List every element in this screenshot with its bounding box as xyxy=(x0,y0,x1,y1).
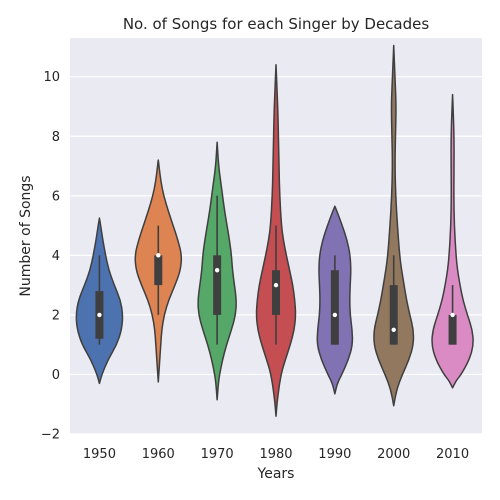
violin-1990 xyxy=(316,205,354,395)
x-tick-label: 1950 xyxy=(83,447,116,462)
x-axis-label: Years xyxy=(257,466,295,482)
x-tick-label: 1990 xyxy=(318,447,351,462)
x-tick-label: 1970 xyxy=(201,447,234,462)
y-tick-label: 8 xyxy=(52,130,60,145)
violin-iqr-box xyxy=(154,255,163,286)
y-axis-ticks: −2 0 2 4 6 8 10 xyxy=(41,70,60,442)
violin-1980 xyxy=(255,64,297,417)
violin-iqr-box xyxy=(272,270,280,315)
y-tick-label: 6 xyxy=(52,189,60,204)
violin-median-dot xyxy=(97,312,102,318)
violin-median-dot xyxy=(214,268,220,273)
y-tick-label: 0 xyxy=(52,368,60,383)
y-tick-label: 2 xyxy=(52,308,60,323)
x-tick-label: 2010 xyxy=(436,447,469,462)
violin-1950 xyxy=(75,217,124,385)
violin-iqr-box xyxy=(389,285,398,345)
violin-iqr-box xyxy=(213,255,222,315)
x-tick-label: 1980 xyxy=(259,447,292,462)
violin-2000 xyxy=(373,44,415,407)
y-tick-label: 10 xyxy=(43,70,60,85)
violins xyxy=(75,44,474,417)
violin-iqr-box xyxy=(448,314,457,345)
violin-body xyxy=(373,44,415,407)
violin-median-dot xyxy=(391,327,396,332)
violin-body xyxy=(431,93,474,389)
violin-median-dot xyxy=(450,312,455,318)
violin-median-dot xyxy=(273,282,279,288)
x-tick-label: 1960 xyxy=(142,447,175,462)
x-tick-label: 2000 xyxy=(377,447,410,462)
x-axis-ticks: 1950 1960 1970 1980 1990 2000 2010 xyxy=(83,447,469,462)
violin-2010 xyxy=(431,93,474,389)
y-tick-label: 4 xyxy=(52,249,60,264)
y-axis-label: Number of Songs xyxy=(18,175,34,296)
y-tick-label: −2 xyxy=(41,428,60,443)
violin-iqr-box xyxy=(330,270,339,345)
violin-1960 xyxy=(134,159,183,383)
violin-median-dot xyxy=(332,312,338,318)
violin-median-dot xyxy=(156,253,161,258)
violin-1970 xyxy=(197,141,237,401)
chart-title: No. of Songs for each Singer by Decades xyxy=(123,15,430,33)
